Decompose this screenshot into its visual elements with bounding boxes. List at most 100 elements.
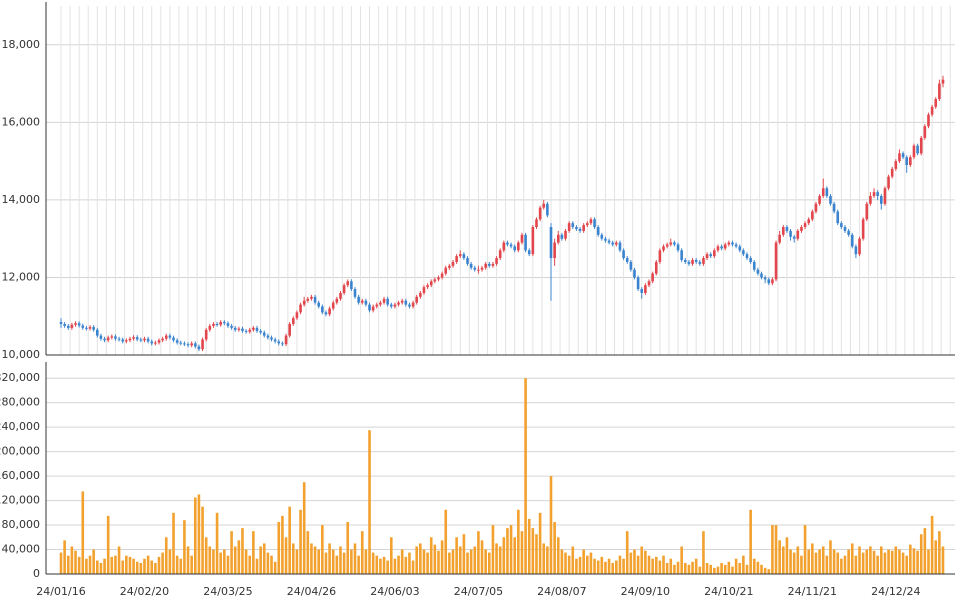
volume-bar <box>201 506 204 574</box>
candle-body <box>74 323 77 325</box>
candle-body <box>615 242 618 245</box>
volume-bar <box>331 549 335 574</box>
candle-body <box>745 254 749 259</box>
candle-body <box>259 330 262 333</box>
volume-bar <box>818 549 821 574</box>
candle-body <box>774 242 778 280</box>
volume-bar <box>426 552 429 574</box>
volume-bar <box>578 556 582 574</box>
candle-body <box>466 258 469 264</box>
candle-body <box>150 341 154 344</box>
volume-bar <box>919 534 923 574</box>
volume-bar <box>63 540 66 574</box>
volume-bar <box>506 528 509 574</box>
candle-body <box>277 341 281 344</box>
x-tick-label: 24/01/16 <box>36 585 85 598</box>
candle-body <box>600 234 604 239</box>
candle-body <box>691 259 694 264</box>
candle-body <box>749 258 752 262</box>
volume-bar <box>491 525 495 574</box>
candle-body <box>371 306 375 311</box>
volume-bar <box>531 528 535 574</box>
candle-body <box>495 258 498 264</box>
candle-body <box>291 318 295 324</box>
candle-body <box>164 335 168 339</box>
candle-body <box>85 327 88 329</box>
volume-bar <box>909 544 912 574</box>
x-tick-label: 24/07/05 <box>454 585 503 598</box>
candle-body <box>419 292 422 297</box>
candle-body <box>622 250 625 259</box>
volume-bar <box>306 531 310 574</box>
y-tick-label: 40,000 <box>2 543 41 556</box>
candle-body <box>938 83 941 100</box>
volume-bar <box>647 555 651 574</box>
candle-body <box>357 296 360 303</box>
candle-body <box>625 258 629 262</box>
candle-body <box>517 242 520 251</box>
volume-bar <box>324 552 328 574</box>
candle-body <box>887 176 890 189</box>
volume-bar <box>389 537 393 574</box>
candle-body <box>59 322 63 324</box>
volume-bar <box>604 561 607 574</box>
candle-body <box>738 246 742 251</box>
candle-body <box>662 246 665 251</box>
volume-bar <box>208 546 212 574</box>
candle-body <box>233 327 237 330</box>
volume-bar <box>175 555 179 574</box>
volume-bar <box>219 552 223 574</box>
candle-body <box>132 337 135 339</box>
volume-bar <box>792 552 796 574</box>
candle-body <box>237 328 241 330</box>
candle-body <box>230 325 233 328</box>
volume-bar <box>114 555 117 574</box>
candle-body <box>324 312 328 315</box>
candle-body <box>433 279 437 282</box>
volume-bar <box>742 555 745 574</box>
volume-bar <box>353 543 357 574</box>
candle-body <box>183 343 186 345</box>
volume-bar <box>938 531 941 574</box>
volume-bar <box>676 561 680 574</box>
volume-bar <box>313 546 317 574</box>
candle-body <box>869 196 872 204</box>
candle-body <box>836 211 840 224</box>
volume-bar <box>527 518 531 574</box>
volume-bar <box>767 569 771 574</box>
candle-body <box>99 335 103 339</box>
volume-bar <box>879 546 883 574</box>
candle-body <box>575 227 578 229</box>
candle-body <box>143 338 146 341</box>
volume-bar <box>255 558 259 574</box>
volume-bar <box>411 560 415 574</box>
candle-body <box>876 192 879 197</box>
volume-bar <box>825 555 829 574</box>
x-tick-label: 24/04/26 <box>287 585 336 598</box>
candle-body <box>898 153 901 162</box>
candle-body <box>502 242 506 251</box>
volume-bar <box>535 534 538 574</box>
candle-body <box>542 203 546 208</box>
candle-body <box>814 203 818 212</box>
volume-bar <box>785 537 789 574</box>
candle-body <box>404 300 408 305</box>
candle-body <box>154 342 157 344</box>
candle-body <box>321 306 324 313</box>
volume-bar <box>223 549 226 574</box>
candle-body <box>281 343 284 345</box>
volume-bar <box>360 531 364 574</box>
volume-bar <box>694 558 698 574</box>
volume-bar <box>832 549 836 574</box>
candle-body <box>742 250 745 255</box>
volume-bar <box>321 525 324 574</box>
candle-body <box>252 327 255 330</box>
candle-body <box>778 234 781 243</box>
volume-bar <box>861 552 865 574</box>
candle-body <box>796 230 800 239</box>
candle-body <box>927 114 930 127</box>
candle-body <box>429 281 433 286</box>
volume-bar <box>665 562 669 574</box>
volume-bar <box>277 522 281 574</box>
volume-bar <box>480 540 484 574</box>
